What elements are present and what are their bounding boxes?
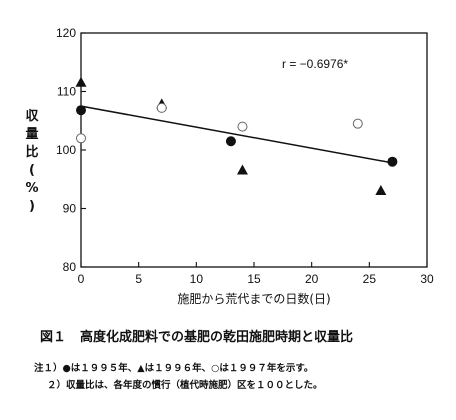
- y-tick-label: 80: [63, 260, 77, 274]
- note-line-2: ２）収量比は、各年度の慣行（植代時施肥）区を１００とした。: [47, 380, 323, 391]
- regression-line: [80, 105, 393, 164]
- x-tick-label: 5: [135, 272, 142, 286]
- y-tick-label: 110: [57, 85, 76, 99]
- yield-ratio-chart: 0 5 10 15 20 25 30 80 90 100 110 120 施肥から荒代までの日数(日) 収…: [25, 26, 434, 306]
- x-tick-label: 30: [420, 272, 434, 286]
- y-tick-label: 90: [63, 202, 77, 216]
- data-point-1997: [237, 121, 248, 132]
- y-axis-label-char: 量: [25, 127, 38, 142]
- data-point-1997: [76, 133, 86, 144]
- data-point-1997: [352, 118, 363, 129]
- data-point-1995: [225, 136, 236, 147]
- y-axis-label-char: 収: [25, 109, 39, 124]
- y-tick-label: 100: [56, 143, 76, 157]
- x-tick-label: 10: [190, 272, 204, 286]
- figure-caption: 図１ 高度化成肥料での基肥の乾田施肥時期と収量比: [40, 326, 440, 345]
- data-point-1996: [236, 164, 248, 175]
- x-axis-label: 施肥から荒代までの日数(日): [177, 291, 330, 306]
- y-axis-label-char: ): [29, 199, 35, 214]
- figure-notes: 注１）●は１９９５年、▲は１９９６年、○は１９９７年を示す。 ２）収量比は、各年…: [34, 360, 450, 394]
- y-axis-label-char: 比: [25, 144, 38, 160]
- x-tick-label: 0: [78, 272, 85, 286]
- x-tick-label: 25: [363, 272, 377, 286]
- plot-area: 0 5 10 15 20 25 30 80 90 100 110 120 施肥から荒代までの日数(日) 収…: [25, 26, 434, 306]
- data-point-1995: [387, 156, 398, 167]
- figure-title: 高度化成肥料での基肥の乾田施肥時期と収量比: [80, 330, 354, 345]
- figure-number: 図１: [40, 330, 67, 345]
- data-point-1995: [76, 105, 86, 116]
- plot-frame: [80, 32, 428, 268]
- data-point-1996: [375, 184, 387, 195]
- correlation-annotation: r = −0.6976*: [282, 57, 348, 71]
- y-tick-label: 120: [56, 26, 76, 40]
- data-point-1997: [156, 102, 167, 113]
- data-point-1996: [75, 76, 87, 87]
- x-tick-label: 15: [247, 272, 261, 286]
- note-line-1: 注１）●は１９９５年、▲は１９９６年、○は１９９７年を示す。: [34, 363, 314, 374]
- y-axis-label-char: %: [25, 181, 38, 196]
- y-axis-label-char: (: [29, 163, 35, 178]
- x-tick-label: 20: [305, 272, 319, 286]
